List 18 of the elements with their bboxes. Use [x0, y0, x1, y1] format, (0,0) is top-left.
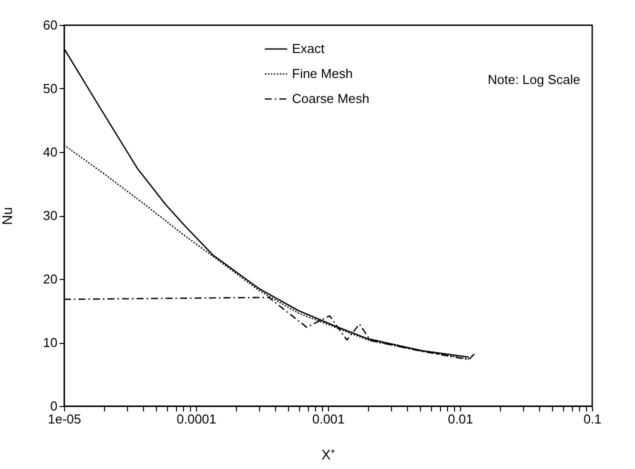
y-tick-label: 10 [43, 335, 58, 350]
x-tick-label: 0.0001 [176, 412, 216, 426]
y-tick-label: 50 [43, 81, 58, 96]
y-tick-label: 60 [43, 18, 58, 32]
x-tick-label: 0.001 [312, 412, 345, 426]
legend-label: Exact [292, 41, 325, 56]
y-tick-label: 30 [43, 208, 58, 223]
legend-label: Fine Mesh [292, 66, 353, 81]
y-tick-label: 40 [43, 144, 58, 160]
x-tick-label: 0.1 [583, 412, 602, 426]
legend-label: Coarse Mesh [292, 91, 370, 106]
x-tick-label: 1e-05 [48, 412, 82, 426]
y-axis-title: Nu [0, 207, 16, 225]
x-axis-title: X⁺ [321, 446, 336, 462]
y-tick-label: 20 [43, 272, 58, 286]
y-tick-label: 0 [50, 398, 58, 414]
annotation: Note: Log Scale [488, 72, 580, 87]
x-tick-label: 0.01 [448, 412, 474, 426]
